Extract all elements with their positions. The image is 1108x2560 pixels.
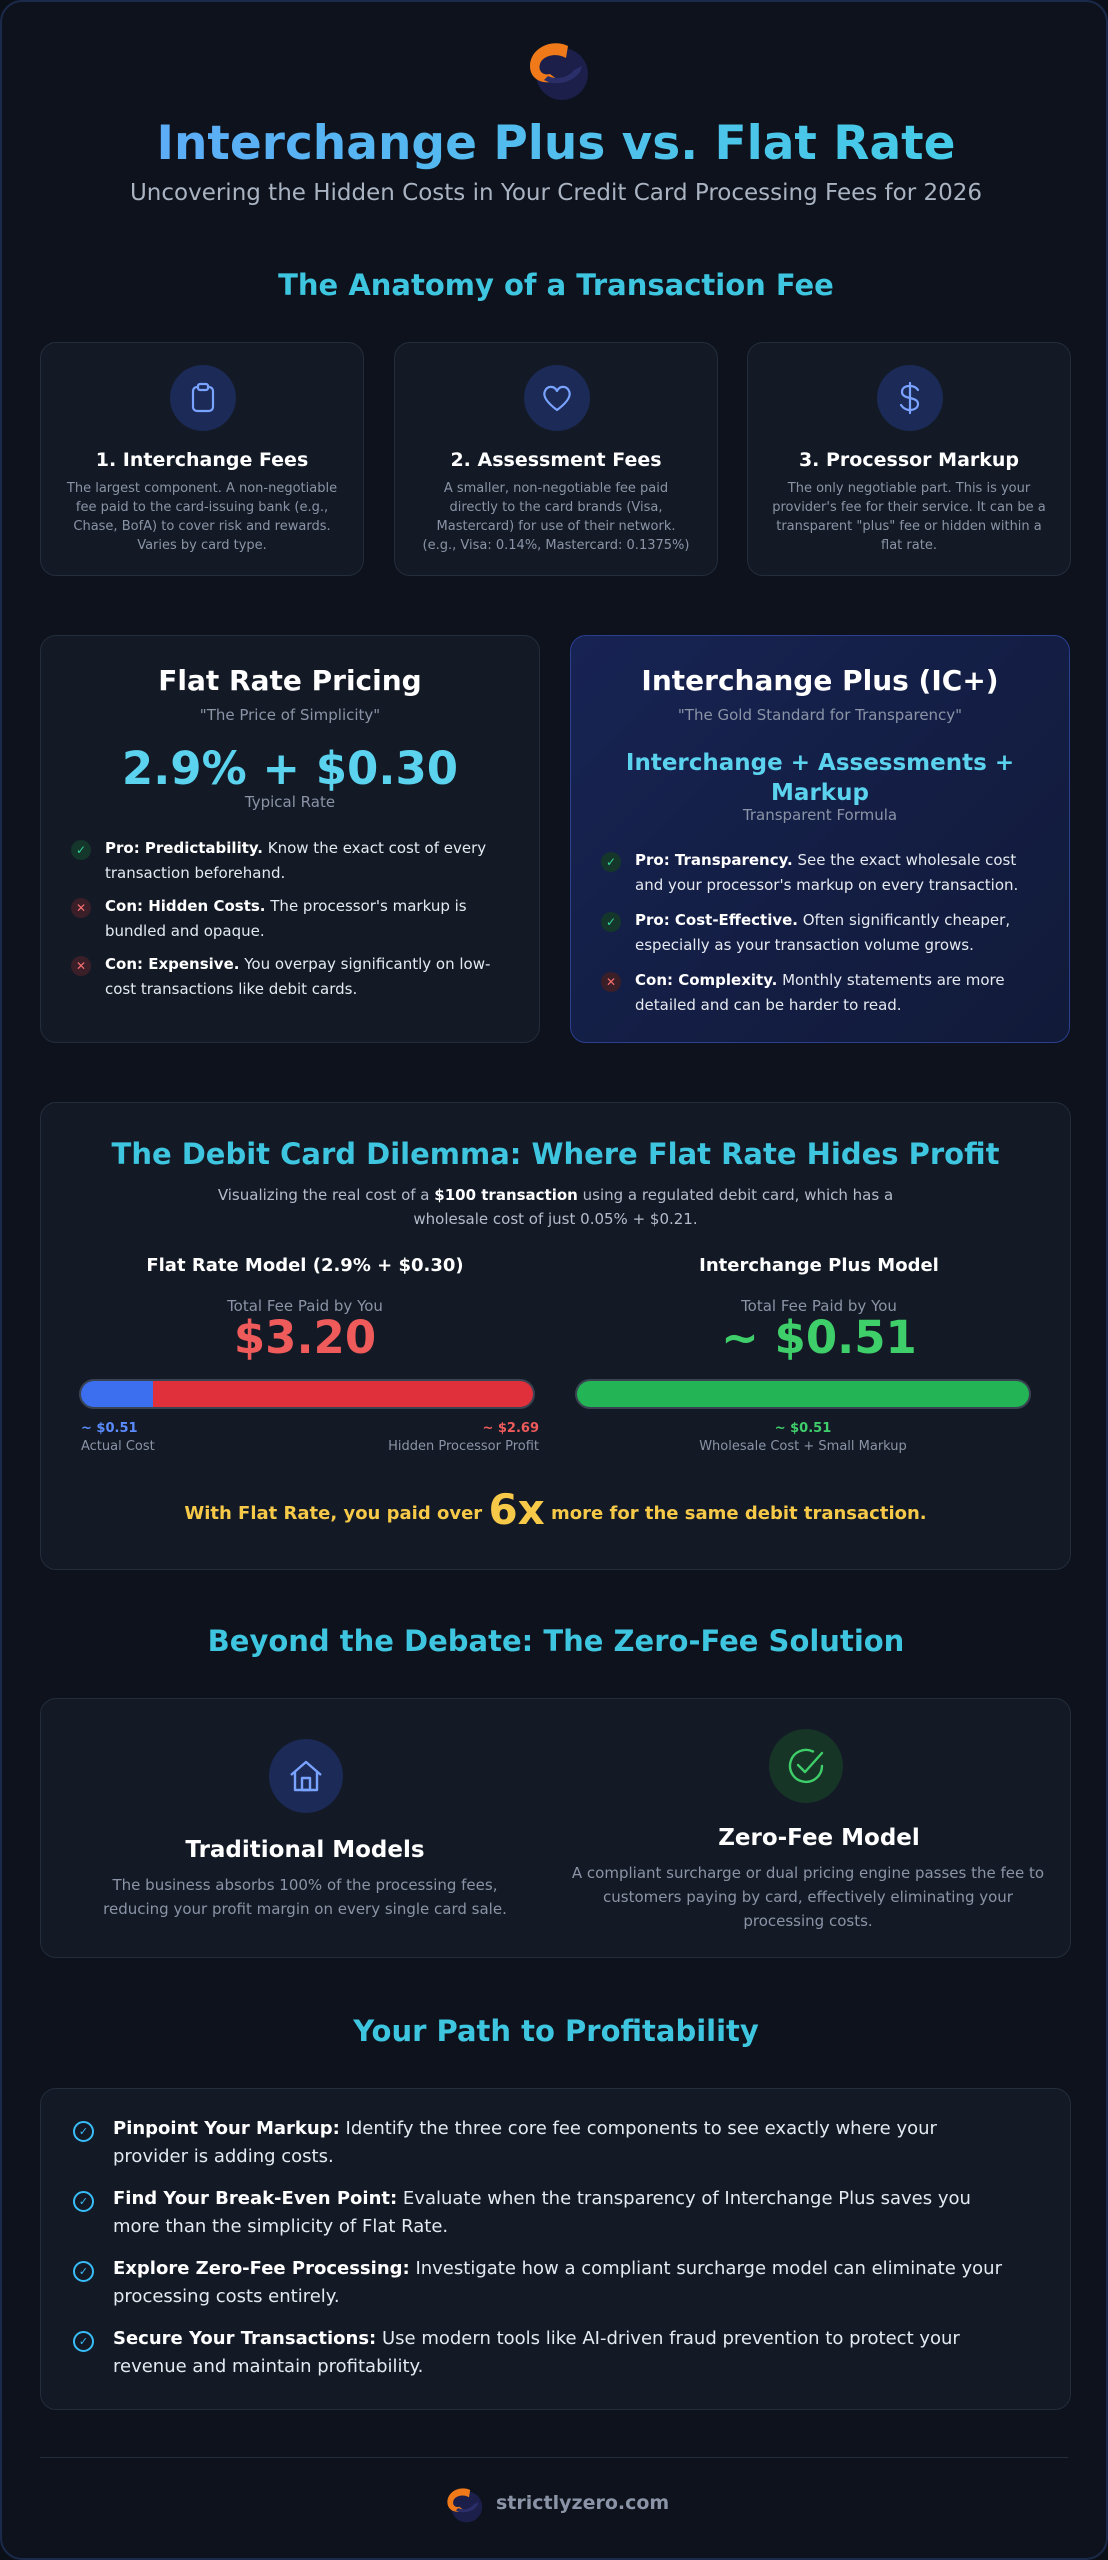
hidden-profit-segment: [153, 1381, 533, 1407]
flat-model-heading: Flat Rate Model (2.9% + $0.30): [146, 1255, 464, 1276]
hidden-profit-value: ~ $2.69: [482, 1421, 539, 1436]
list-item: ✓ Pro: Transparency. See the exact whole…: [601, 848, 1039, 898]
check-circle-icon: [769, 1729, 843, 1803]
zero-fee-model-description: A compliant surcharge or dual pricing en…: [571, 1864, 1045, 1930]
interchange-plus-card: Interchange Plus (IC+) "The Gold Standar…: [570, 635, 1070, 1043]
multiplier-highlight: 6x: [488, 1485, 545, 1534]
ic-plus-formula: Interchange + Assessments + Markup: [625, 750, 1015, 806]
page-subtitle: Uncovering the Hidden Costs in Your Cred…: [129, 180, 983, 206]
footer-logo: [442, 2484, 484, 2526]
list-item: ✓ Pinpoint Your Markup: Identify the thr…: [73, 2115, 1010, 2171]
actual-cost-label: Actual Cost: [81, 1439, 155, 1454]
list-item: ✕ Con: Hidden Costs. The processor's mar…: [71, 894, 509, 944]
flat-fee-label: Total Fee Paid by You: [227, 1297, 383, 1315]
list-item: ✕ Con: Complexity. Monthly statements ar…: [601, 968, 1039, 1018]
dollar-icon: [877, 365, 943, 431]
icplus-fee-label: Total Fee Paid by You: [741, 1297, 897, 1315]
list-item: ✓ Pro: Predictability. Know the exact co…: [71, 836, 509, 886]
flat-rate-card: Flat Rate Pricing "The Price of Simplici…: [40, 635, 540, 1043]
path-section-title: Your Path to Profitability: [353, 2014, 759, 2048]
fee-card-assessment: 2. Assessment Fees A smaller, non-negoti…: [394, 342, 718, 576]
icplus-fee-bar: [575, 1379, 1031, 1409]
icplus-cost-value: ~ $0.51: [774, 1421, 832, 1436]
actual-cost-value: ~ $0.51: [81, 1421, 138, 1436]
fee-card-interchange: 1. Interchange Fees The largest componen…: [40, 342, 364, 576]
ic-plus-title: Interchange Plus (IC+): [641, 664, 999, 697]
ic-plus-formula-caption: Transparent Formula: [742, 806, 898, 824]
hidden-profit-label: Hidden Processor Profit: [388, 1439, 539, 1454]
traditional-title: Traditional Models: [185, 1837, 425, 1863]
close-icon: ✕: [601, 972, 621, 992]
flat-rate-price-caption: Typical Rate: [244, 793, 336, 811]
house-icon: [269, 1739, 343, 1813]
check-icon: ✓: [73, 2261, 94, 2282]
icplus-cost-label: Wholesale Cost + Small Markup: [699, 1439, 907, 1454]
debit-dilemma-card: The Debit Card Dilemma: Where Flat Rate …: [40, 1102, 1071, 1570]
close-icon: ✕: [71, 898, 91, 918]
list-item: ✕ Con: Expensive. You overpay significan…: [71, 952, 509, 1002]
zero-fee-model-title: Zero-Fee Model: [718, 1825, 920, 1851]
footer-brand-link[interactable]: strictlyzero.com: [496, 2492, 670, 2514]
flat-fee-value: $3.20: [233, 1311, 377, 1364]
list-item: ✓ Pro: Cost-Effective. Often significant…: [601, 908, 1039, 958]
fee-card-title: 3. Processor Markup: [798, 449, 1020, 471]
zero-fee-section-title: Beyond the Debate: The Zero-Fee Solution: [207, 1624, 905, 1658]
page-title: Interchange Plus vs. Flat Rate: [2, 116, 1108, 171]
ic-plus-quote: "The Gold Standard for Transparency": [677, 706, 963, 724]
dilemma-title: The Debit Card Dilemma: Where Flat Rate …: [111, 1137, 1000, 1171]
path-card: ✓ Pinpoint Your Markup: Identify the thr…: [40, 2088, 1071, 2410]
check-icon: ✓: [73, 2191, 94, 2212]
check-icon: ✓: [601, 912, 621, 932]
flat-rate-title: Flat Rate Pricing: [158, 664, 422, 697]
check-icon: ✓: [71, 840, 91, 860]
heart-icon: [524, 365, 590, 431]
check-icon: ✓: [73, 2121, 94, 2142]
fee-card-description: The largest component. A non-negotiable …: [66, 481, 338, 553]
flat-rate-quote: "The Price of Simplicity": [199, 706, 381, 724]
icplus-model-heading: Interchange Plus Model: [699, 1255, 939, 1276]
flat-fee-bar: [79, 1379, 535, 1409]
fee-card-description: The only negotiable part. This is your p…: [772, 481, 1046, 553]
dilemma-conclusion: With Flat Rate, you paid over 6x more fo…: [184, 1485, 927, 1534]
close-icon: ✕: [71, 956, 91, 976]
list-item: ✓ Explore Zero-Fee Processing: Investiga…: [73, 2255, 1010, 2311]
footer-divider: [40, 2457, 1068, 2458]
brand-logo: [524, 36, 588, 106]
traditional-description: The business absorbs 100% of the process…: [103, 1876, 507, 1918]
fee-card-markup: 3. Processor Markup The only negotiable …: [747, 342, 1071, 576]
fee-card-description: A smaller, non-negotiable fee paid direc…: [422, 481, 690, 553]
icplus-cost-segment: [577, 1381, 1029, 1407]
list-item: ✓ Find Your Break-Even Point: Evaluate w…: [73, 2185, 1010, 2241]
anatomy-section-title: The Anatomy of a Transaction Fee: [278, 268, 834, 302]
clipboard-icon: [170, 365, 236, 431]
flat-rate-price: 2.9% + $0.30: [121, 742, 459, 795]
fee-card-title: 2. Assessment Fees: [450, 449, 662, 471]
dilemma-intro: Visualizing the real cost of a $100 tran…: [217, 1186, 894, 1228]
actual-cost-segment: [81, 1381, 154, 1407]
check-icon: ✓: [601, 852, 621, 872]
icplus-fee-value: ~ $0.51: [721, 1311, 917, 1364]
zero-fee-card: Traditional Models The business absorbs …: [40, 1698, 1071, 1958]
fee-card-title: 1. Interchange Fees: [95, 449, 309, 471]
list-item: ✓ Secure Your Transactions: Use modern t…: [73, 2325, 1010, 2381]
check-icon: ✓: [73, 2331, 94, 2352]
